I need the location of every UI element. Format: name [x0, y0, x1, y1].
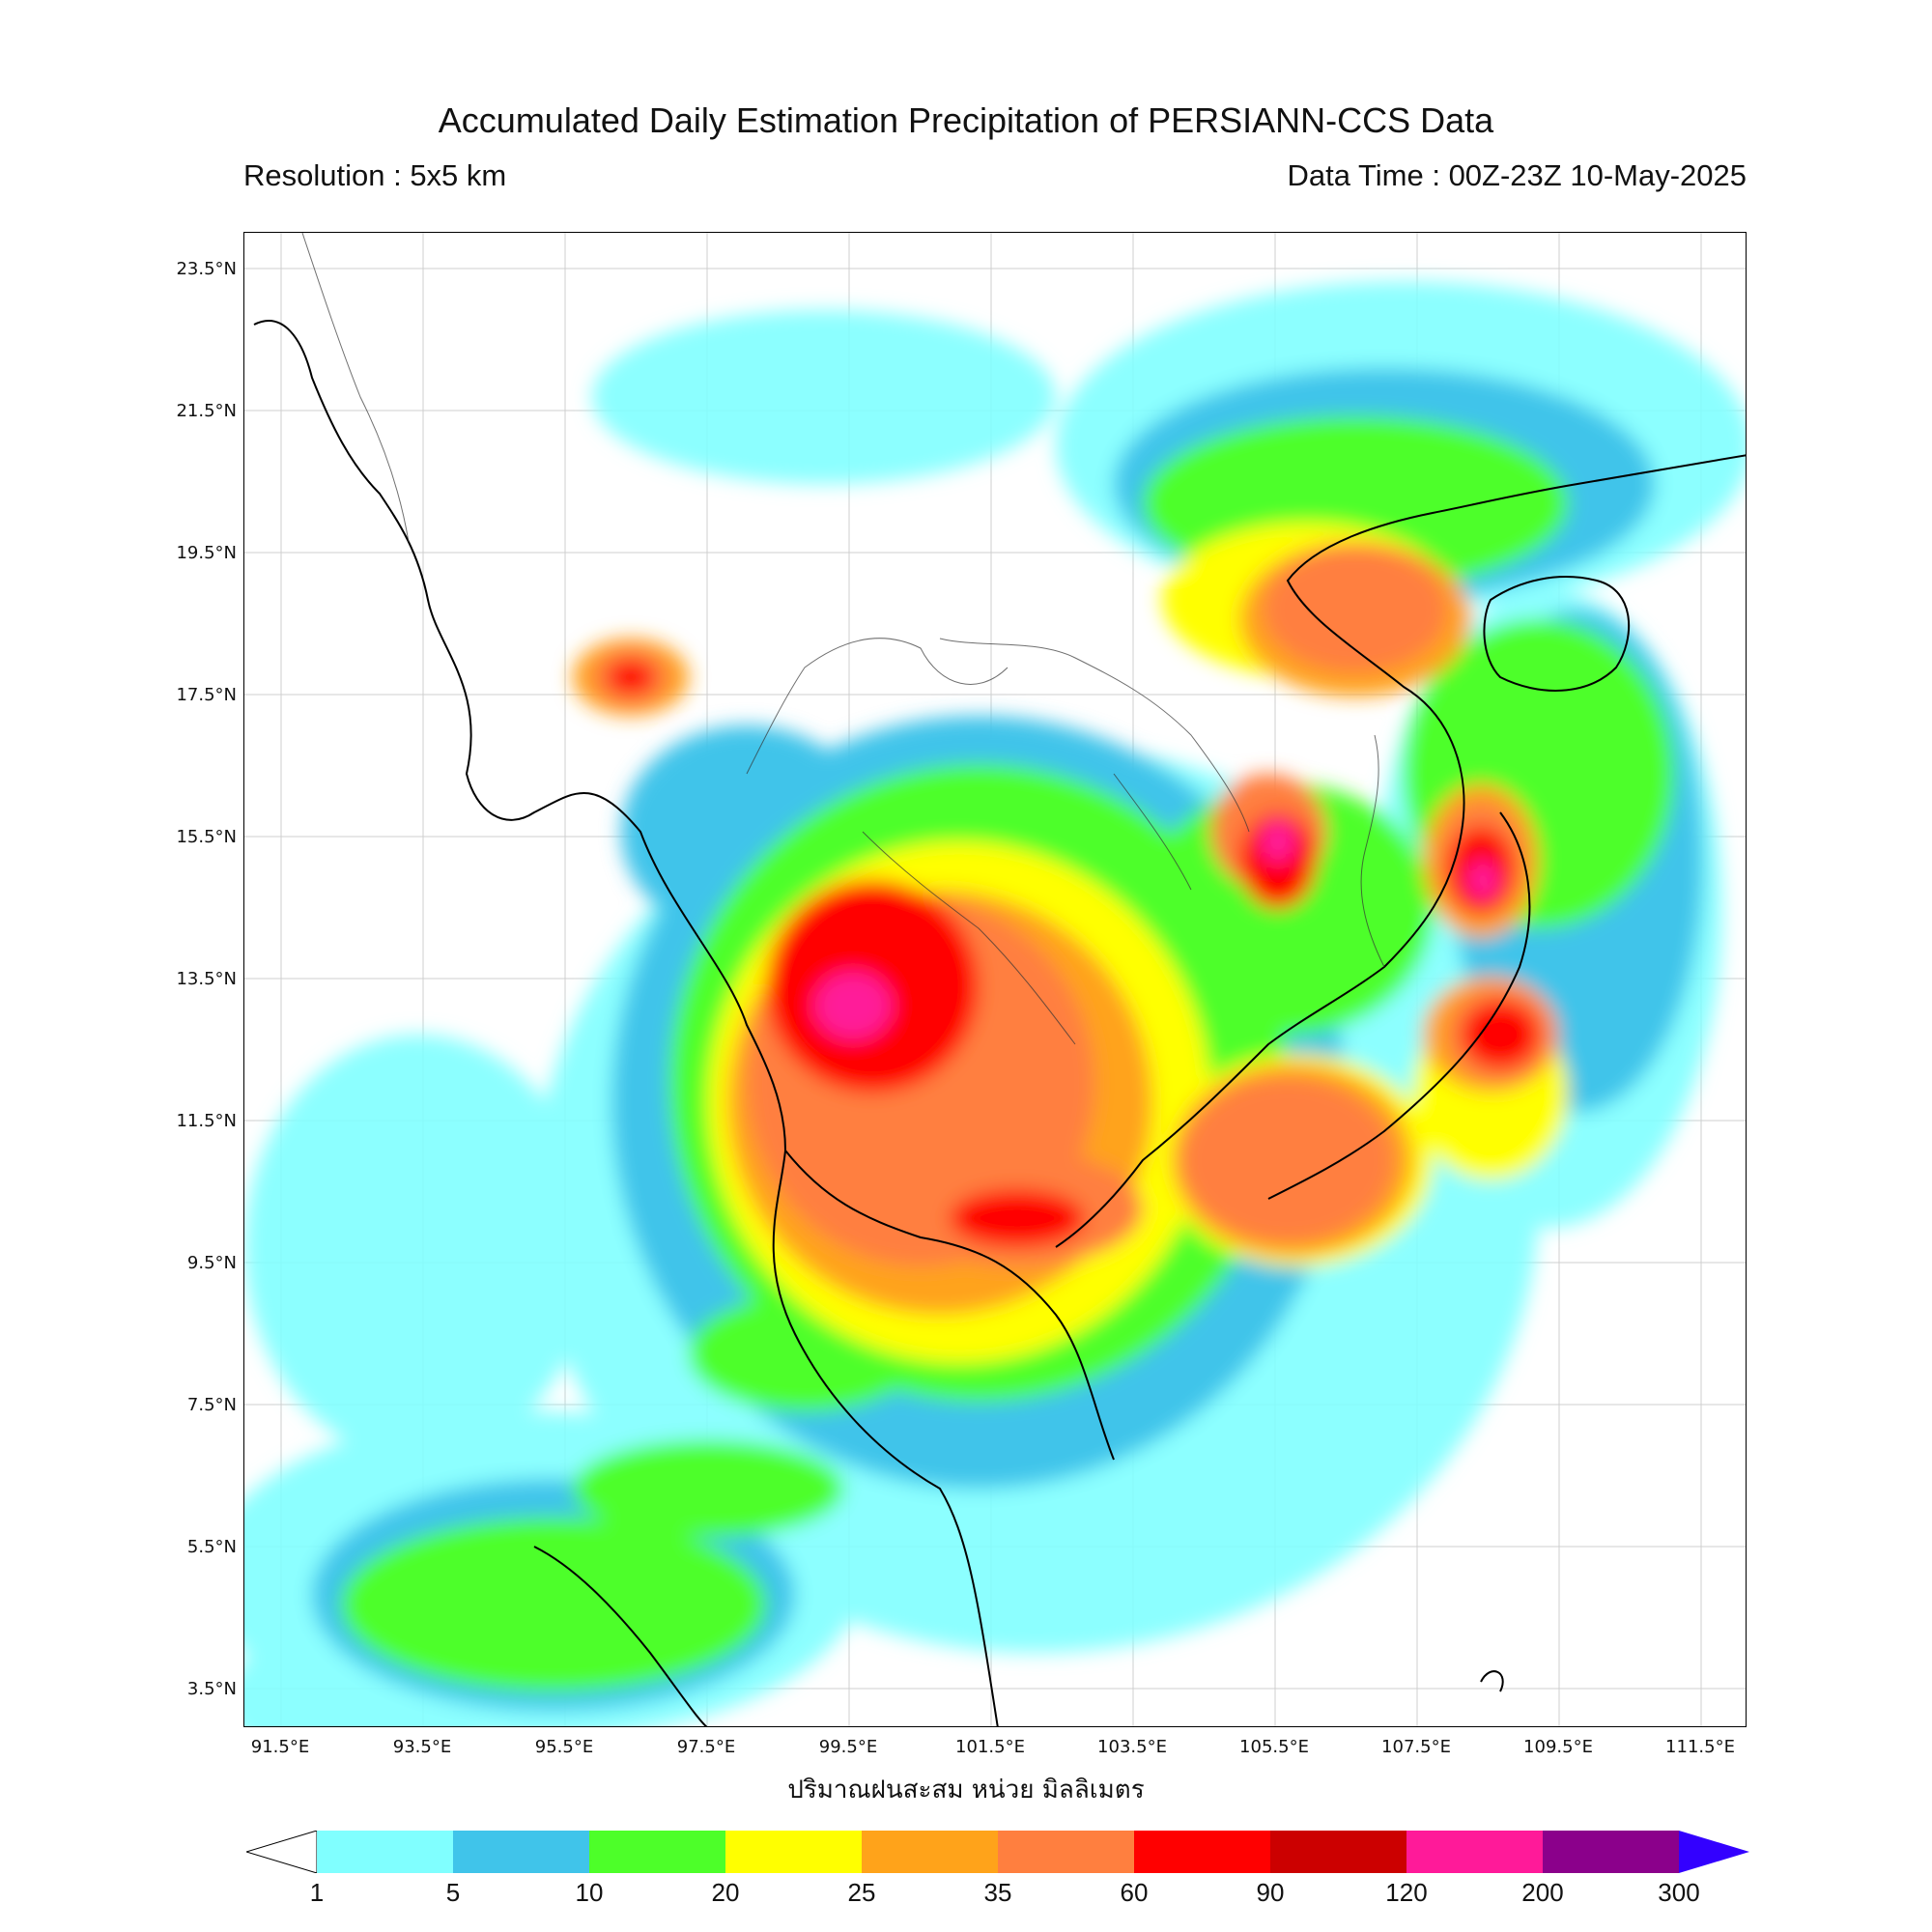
coastlines — [253, 320, 1746, 1726]
colorbar-tick-label: 10 — [575, 1878, 604, 1907]
precipitation-field — [244, 281, 1746, 1726]
colorbar-under-arrow — [246, 1831, 318, 1873]
data-time-label: Data Time : 00Z-23Z 10-May-2025 — [1287, 158, 1747, 192]
colorbar-tick-label: 20 — [711, 1878, 740, 1907]
colorbar-tick-label: 60 — [1120, 1878, 1149, 1907]
lat-label: 9.5°N — [186, 1253, 237, 1273]
map-title: Accumulated Daily Estimation Precipitati… — [438, 100, 1494, 140]
colorbar-tick-label: 35 — [983, 1878, 1012, 1907]
colorbar-over-arrow — [1679, 1831, 1749, 1873]
lon-label: 99.5°E — [818, 1737, 878, 1757]
colorbar-tick-label: 300 — [1658, 1878, 1700, 1907]
lon-label: 97.5°E — [676, 1737, 736, 1757]
colorbar-segment — [998, 1831, 1134, 1873]
lon-label: 103.5°E — [1097, 1737, 1167, 1757]
lat-label: 23.5°N — [176, 259, 237, 279]
precipitation-map-canvas — [244, 233, 1746, 1726]
colorbar-tick-label: 120 — [1385, 1878, 1428, 1907]
colorbar-tick-label: 1 — [309, 1878, 325, 1907]
lat-label: 7.5°N — [186, 1395, 237, 1415]
lat-label: 13.5°N — [176, 969, 237, 989]
colorbar-segment — [453, 1831, 589, 1873]
colorbar-segment — [725, 1831, 862, 1873]
lon-label: 101.5°E — [955, 1737, 1025, 1757]
colorbar-tick-label: 5 — [445, 1878, 461, 1907]
precipitation-map — [243, 232, 1747, 1727]
colorbar-tick-label: 25 — [847, 1878, 876, 1907]
lat-label: 15.5°N — [176, 827, 237, 847]
lat-label: 17.5°N — [176, 685, 237, 705]
colorbar-segment — [317, 1831, 453, 1873]
lat-label: 3.5°N — [186, 1679, 237, 1699]
lon-label: 111.5°E — [1665, 1737, 1735, 1757]
lat-label: 11.5°N — [176, 1111, 237, 1131]
lon-label: 95.5°E — [534, 1737, 594, 1757]
colorbar — [246, 1831, 1749, 1873]
colorbar-segment — [1543, 1831, 1679, 1873]
colorbar-segment — [1406, 1831, 1543, 1873]
lat-label: 5.5°N — [186, 1537, 237, 1557]
colorbar-tick-label: 90 — [1256, 1878, 1285, 1907]
lat-label: 21.5°N — [176, 401, 237, 421]
lon-label: 93.5°E — [392, 1737, 452, 1757]
colorbar-segment — [1134, 1831, 1270, 1873]
lon-label: 107.5°E — [1381, 1737, 1451, 1757]
borders — [301, 233, 1385, 1045]
colorbar-segment — [862, 1831, 998, 1873]
lon-label: 105.5°E — [1239, 1737, 1309, 1757]
lon-label: 91.5°E — [250, 1737, 310, 1757]
lon-label: 109.5°E — [1523, 1737, 1593, 1757]
colorbar-tick-label: 200 — [1521, 1878, 1564, 1907]
resolution-label: Resolution : 5x5 km — [243, 158, 507, 192]
colorbar-segment — [1270, 1831, 1406, 1873]
lat-label: 19.5°N — [176, 543, 237, 563]
unit-label: ปริมาณฝนสะสม หน่วย มิลลิเมตร — [787, 1776, 1145, 1804]
colorbar-segment — [589, 1831, 725, 1873]
